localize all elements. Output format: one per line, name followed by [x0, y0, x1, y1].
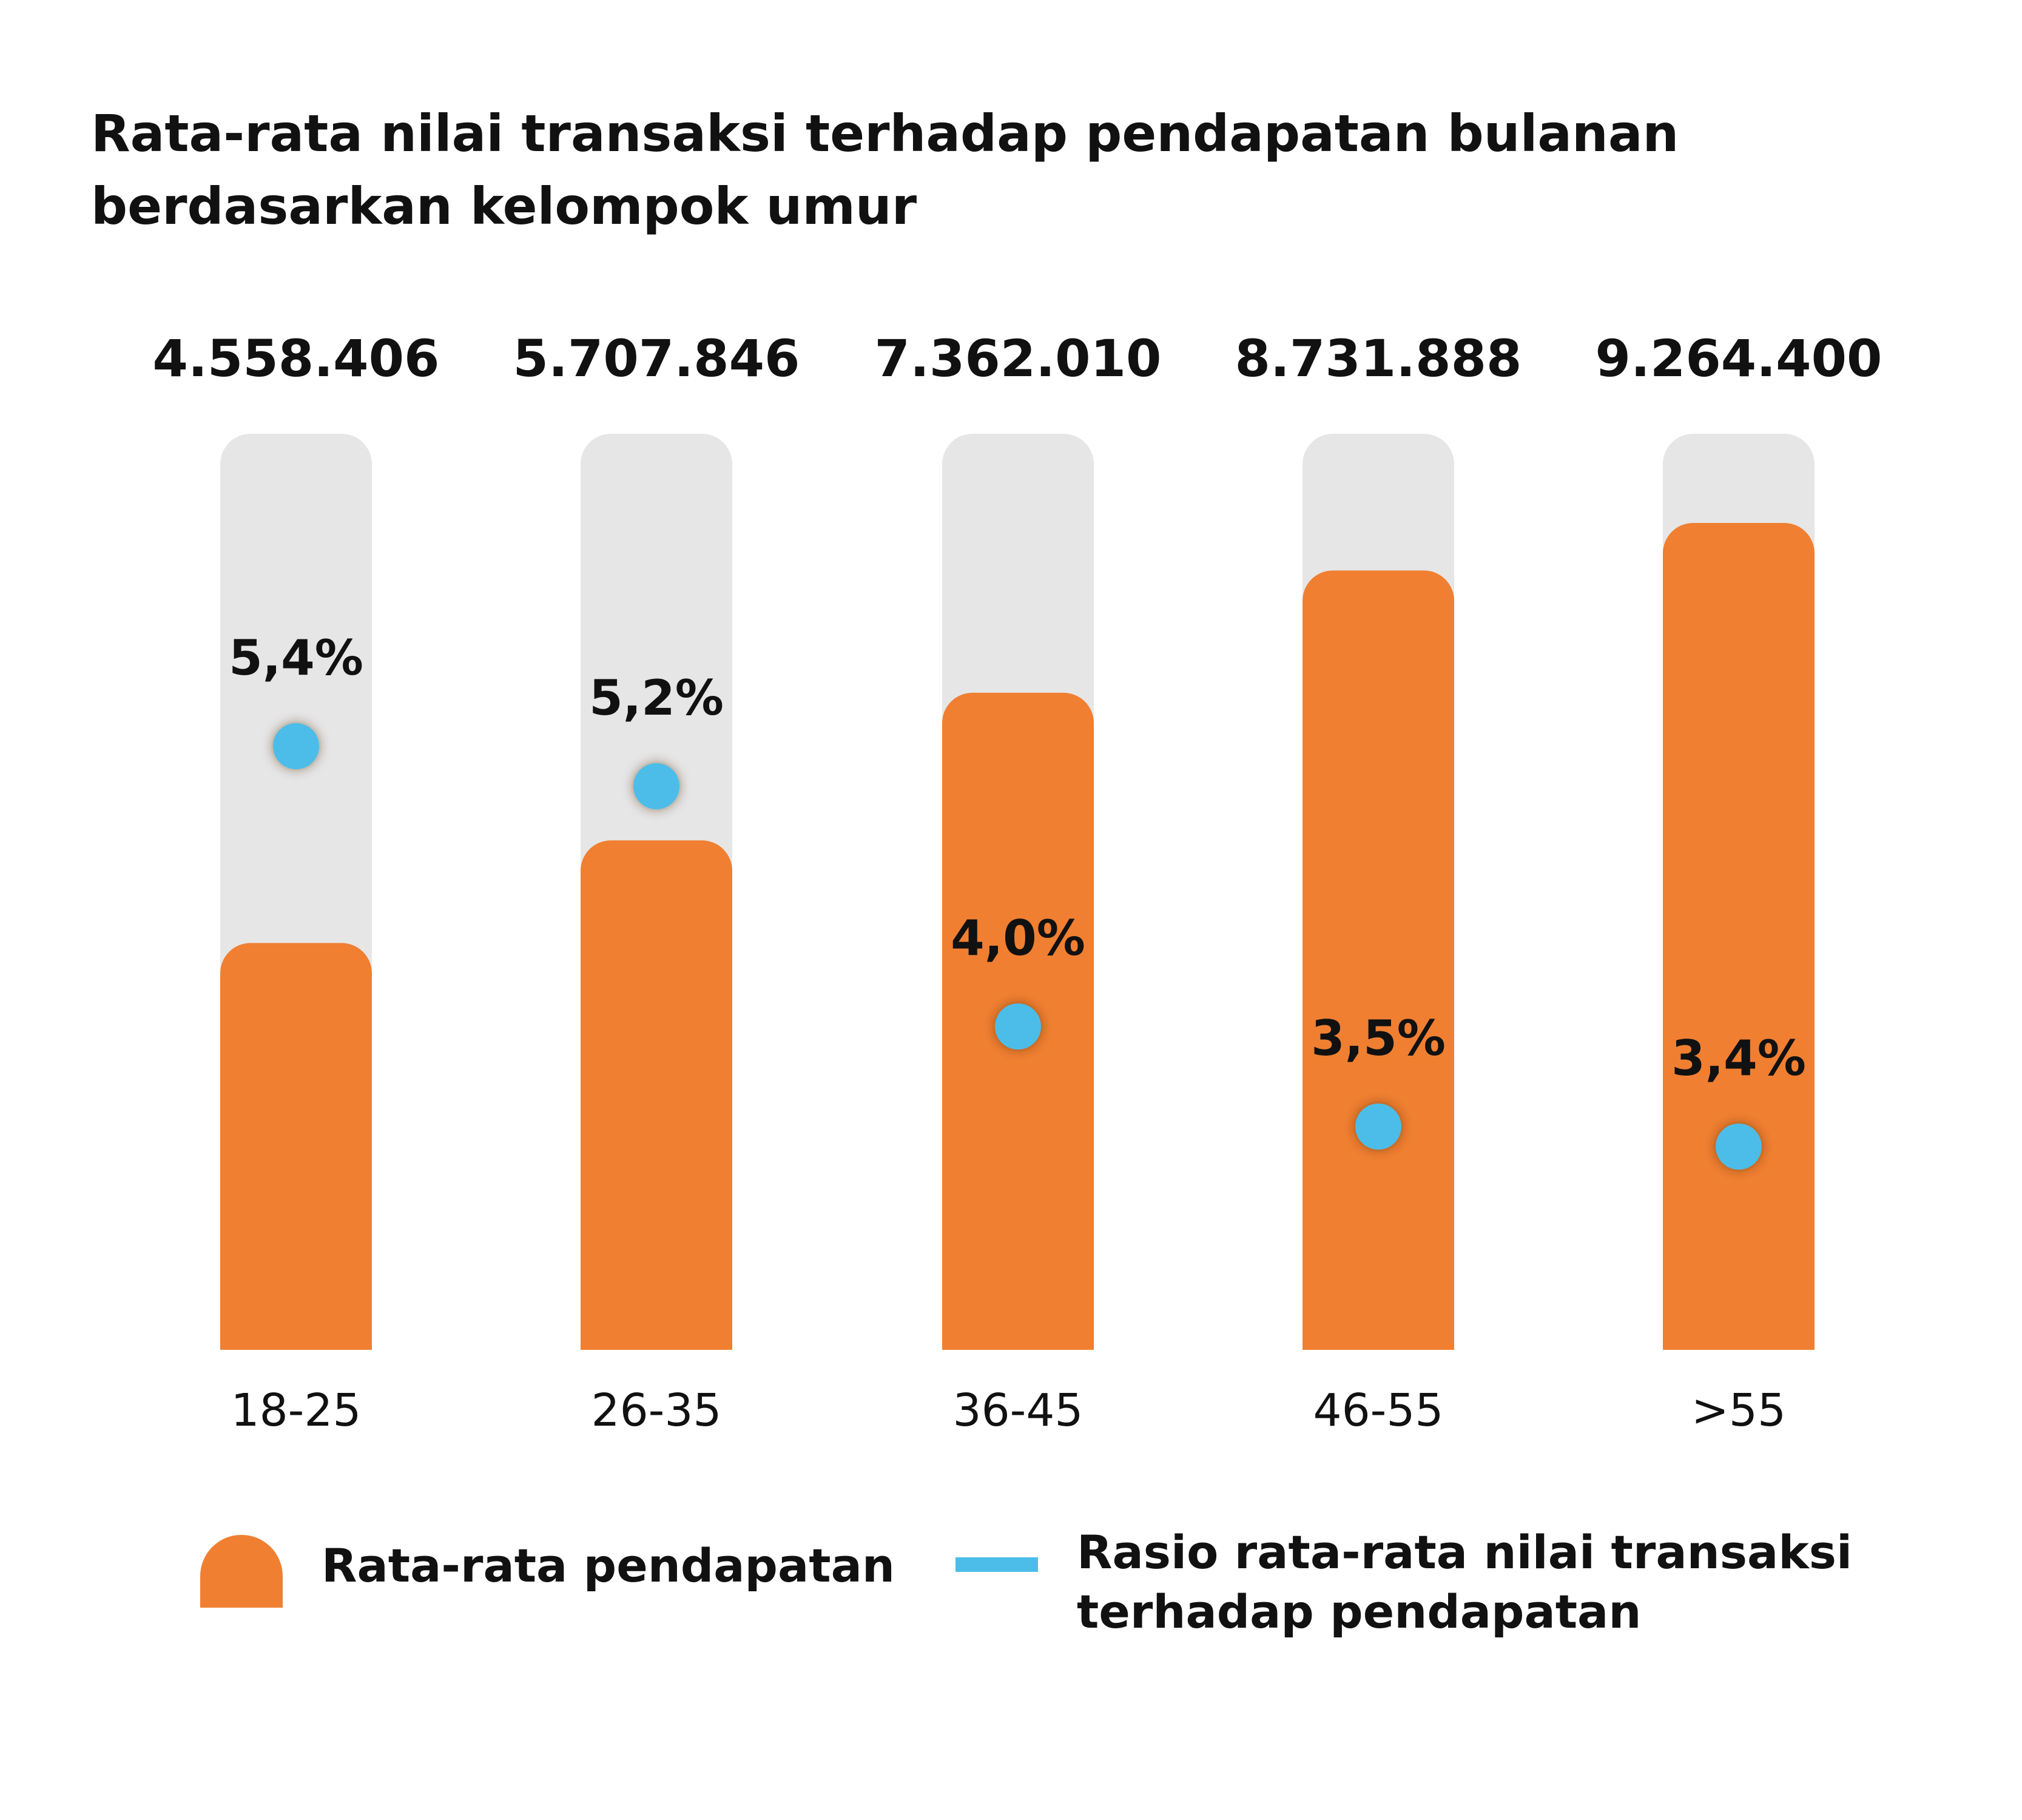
income-bar-1	[581, 840, 732, 1350]
ratio-label-3: 3,5%	[1311, 1010, 1446, 1067]
income-label-0: 4.558.406	[153, 329, 440, 388]
ratio-dot-0	[273, 723, 319, 769]
income-bars	[220, 523, 1815, 1350]
income-bar-4	[1663, 523, 1815, 1350]
ratio-label-0: 5,4%	[229, 630, 363, 686]
income-label-1: 5.707.846	[513, 329, 800, 388]
category-label-1: 26-35	[591, 1384, 721, 1437]
ratio-dot-2	[995, 1003, 1041, 1050]
income-bar-3	[1303, 570, 1454, 1350]
ratio-label-1: 5,2%	[589, 670, 724, 726]
category-label-2: 36-45	[952, 1384, 1083, 1437]
ratio-label-2: 4,0%	[951, 910, 1085, 966]
income-label-2: 7.362.010	[875, 329, 1162, 388]
ratio-dot-3	[1355, 1104, 1401, 1150]
category-label-3: 46-55	[1313, 1384, 1443, 1437]
data-labels: 5,4% 4.558.406 18-25 5,2% 5.707.846 26-35 4,0%…	[153, 329, 1882, 1437]
chart-title: Rata-rata nilai transaksi terhadap penda…	[91, 104, 1679, 236]
income-bar-0	[220, 943, 372, 1350]
ratio-label-4: 3,4%	[1671, 1030, 1806, 1087]
category-label-0: 18-25	[231, 1384, 361, 1437]
ratio-dots	[273, 723, 1762, 1170]
income-label-3: 8.731.888	[1235, 329, 1522, 388]
ratio-dot-1	[633, 763, 679, 809]
income-label-4: 9.264.400	[1596, 329, 1882, 388]
ratio-dot-4	[1716, 1124, 1762, 1170]
category-label-4: >55	[1691, 1384, 1786, 1437]
